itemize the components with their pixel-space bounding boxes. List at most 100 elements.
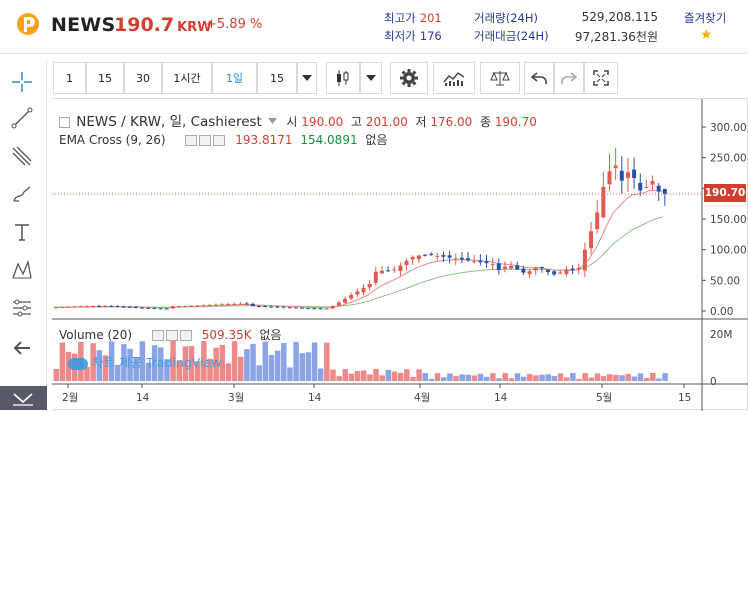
candle-body <box>453 258 458 260</box>
settings-gear-icon[interactable] <box>390 62 428 94</box>
indicators-icon[interactable] <box>433 62 475 94</box>
volume-bar <box>121 344 127 381</box>
candle-body <box>472 261 477 263</box>
measure-tool-icon[interactable] <box>8 294 36 322</box>
compare-scale-icon[interactable] <box>480 62 520 94</box>
interval-30-button[interactable]: 30 <box>124 62 162 94</box>
interval-15-button[interactable]: 15 <box>86 62 124 94</box>
volume-bar <box>434 373 441 381</box>
volume-legend: Volume (20) 509.35K 없음 <box>59 326 282 343</box>
candle-body <box>109 306 114 308</box>
tradingview-watermark[interactable]: 차트 제공 TradingView <box>68 352 221 371</box>
candle-body <box>410 257 415 260</box>
volume-bar <box>115 364 121 381</box>
volume-bar <box>311 342 318 381</box>
candle-body <box>275 306 280 308</box>
interval-dropdown-icon[interactable] <box>297 62 317 94</box>
candle-body <box>656 185 661 192</box>
interval-1h-button[interactable]: 1시간 <box>162 62 212 94</box>
gear-icon[interactable] <box>199 135 212 146</box>
volume-bar <box>477 373 484 381</box>
candle-body <box>625 172 630 178</box>
candle-body <box>441 255 446 257</box>
candle-body <box>263 306 268 308</box>
volume-bar <box>662 373 668 381</box>
candle-body <box>281 306 286 308</box>
volume-bar <box>379 375 385 381</box>
time-axis-label: 14 <box>494 392 508 404</box>
collapse-legend-icon[interactable] <box>59 116 70 128</box>
pattern-tool-icon[interactable] <box>8 256 36 284</box>
volume-bar <box>262 341 269 381</box>
interval-1-button[interactable]: 1 <box>53 62 86 94</box>
candle-body <box>386 270 391 272</box>
close-icon[interactable] <box>179 330 192 341</box>
back-arrow-icon[interactable] <box>8 334 36 362</box>
close-icon[interactable] <box>213 135 226 146</box>
time-axis-label: 5월 <box>596 392 612 404</box>
undo-icon[interactable] <box>524 62 554 94</box>
gear-icon[interactable] <box>165 330 178 341</box>
candle-body <box>355 291 360 295</box>
volume-bar <box>182 346 189 381</box>
fullscreen-icon[interactable] <box>584 62 618 94</box>
high-label: 고 <box>350 115 362 129</box>
candle-body <box>429 253 434 255</box>
chevron-down-icon <box>13 393 33 406</box>
fib-tool-icon[interactable] <box>8 142 36 170</box>
interval-1d-button[interactable]: 1일 <box>212 62 257 94</box>
candle-style-icon[interactable] <box>326 62 360 94</box>
chart-title: NEWS / KRW, 일, Cashierest <box>76 114 262 130</box>
collapse-toolbar-button[interactable] <box>0 386 47 410</box>
exchange-logo-icon <box>17 13 39 35</box>
high-value: 201.00 <box>365 115 408 129</box>
volume-bar <box>570 373 576 381</box>
cloud-icon <box>68 357 88 370</box>
eye-icon[interactable] <box>185 135 198 146</box>
candle-body <box>662 189 667 195</box>
volume-bar <box>484 376 490 381</box>
candle-body <box>293 307 298 309</box>
redo-icon[interactable] <box>554 62 584 94</box>
volume-bar <box>600 376 607 381</box>
candle-body <box>306 308 311 310</box>
volume-bar <box>151 345 158 381</box>
volume-bar <box>607 374 613 381</box>
crosshair-icon[interactable] <box>8 68 36 96</box>
volume-bar <box>213 347 219 381</box>
low-price-stat: 최저가 176 <box>384 29 442 43</box>
candle-body <box>595 212 600 230</box>
volume-bar <box>256 365 262 381</box>
volume-bar <box>330 369 336 381</box>
low-label: 저 <box>415 115 427 129</box>
candle-body <box>435 255 440 257</box>
volume-bar <box>348 373 355 381</box>
volume-bar <box>440 377 447 381</box>
brush-icon[interactable] <box>8 180 36 208</box>
volume-bar <box>207 358 213 381</box>
favorite-label[interactable]: 즐겨찾기 <box>684 11 727 25</box>
eye-icon[interactable] <box>151 330 164 341</box>
candle-body <box>127 306 132 308</box>
time-axis-label: 14 <box>136 392 150 404</box>
candle-body <box>103 306 108 308</box>
low-value: 176.00 <box>430 115 473 129</box>
chart-style-dropdown-icon[interactable] <box>360 62 382 94</box>
volume-bar <box>281 343 287 381</box>
interval-select[interactable]: 15 <box>257 62 297 94</box>
volume-bar <box>527 373 533 381</box>
candle-body <box>650 180 655 185</box>
favorite-star-icon[interactable]: ★ <box>700 27 713 43</box>
candle-body <box>115 306 120 308</box>
volume-bar <box>650 373 656 381</box>
volume-bar <box>194 361 201 381</box>
price-change: +5.89 % <box>206 17 263 32</box>
candle-body <box>490 264 495 266</box>
volume-bar <box>188 346 195 381</box>
legend-dropdown-icon[interactable] <box>268 118 278 124</box>
volume-axis-label: 0 <box>710 376 717 388</box>
volume-bar <box>465 374 472 381</box>
text-tool-icon[interactable] <box>8 218 36 246</box>
trend-line-icon[interactable] <box>8 104 36 132</box>
time-axis-label: 15 <box>678 392 691 404</box>
